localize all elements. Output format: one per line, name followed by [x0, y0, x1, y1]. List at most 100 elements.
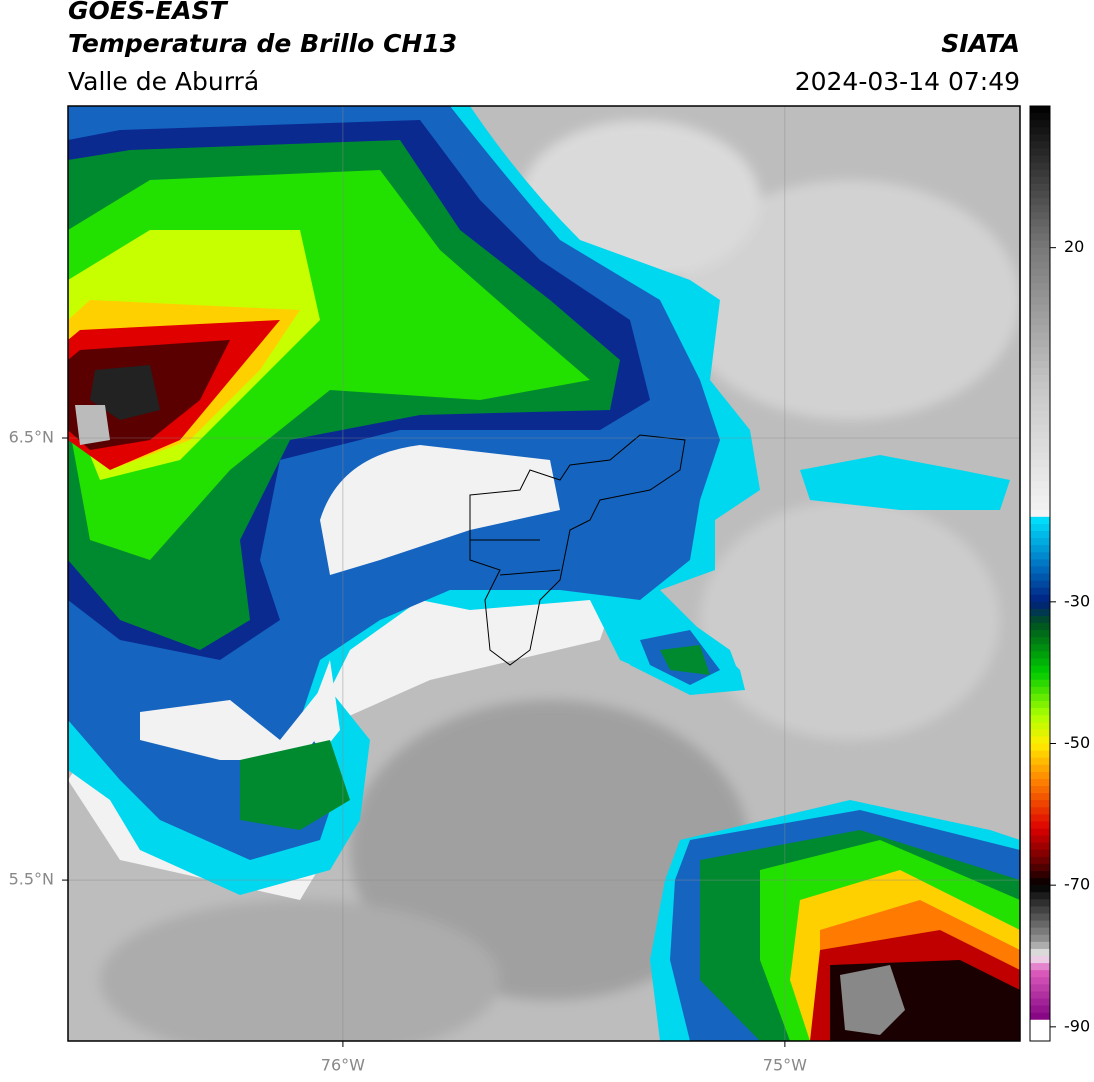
colorbar-step	[1030, 885, 1050, 893]
colorbar-step	[1030, 339, 1050, 348]
colorbar-step	[1030, 793, 1050, 801]
colorbar-step	[1030, 623, 1050, 631]
colorbar-step	[1030, 658, 1050, 667]
colorbar-step	[1030, 1026, 1050, 1035]
colorbar-step	[1030, 963, 1050, 971]
colorbar-step	[1030, 495, 1050, 504]
colorbar-step	[1030, 297, 1050, 305]
colorbar-step	[1030, 389, 1050, 397]
region: Valle de Aburrá	[68, 67, 259, 96]
colorbar-step	[1030, 871, 1050, 879]
colorbar-step	[1030, 431, 1050, 440]
colorbar-step	[1030, 764, 1050, 773]
colorbar-step	[1030, 998, 1050, 1007]
colorbar-step	[1030, 176, 1050, 185]
colorbar-step	[1030, 934, 1050, 943]
colorbar-step	[1030, 191, 1050, 199]
colorbar-step	[1030, 226, 1050, 234]
map-frame	[67, 105, 1021, 1042]
colorbar-step	[1030, 920, 1050, 929]
colorbar-step	[1030, 856, 1050, 865]
datetime: 2024-03-14 07:49	[795, 67, 1020, 96]
colorbar-step	[1030, 778, 1050, 787]
colorbar-step	[1030, 863, 1050, 872]
colorbar-step	[1030, 1033, 1050, 1042]
colorbar-step	[1030, 729, 1050, 737]
colorbar-step	[1030, 715, 1050, 723]
colorbar-step	[1030, 162, 1050, 171]
colorbar-step	[1030, 757, 1050, 766]
colorbar-step	[1030, 254, 1050, 263]
colorbar-step	[1030, 970, 1050, 978]
colorbar-step	[1030, 134, 1050, 142]
colorbar-step	[1030, 382, 1050, 390]
colorbar-step	[1030, 786, 1050, 794]
x-tick-label: 75°W	[763, 1056, 807, 1075]
colorbar-tick-label: -30	[1064, 591, 1090, 610]
y-tick-label: 6.5°N	[9, 428, 54, 447]
colorbar-step	[1030, 608, 1050, 617]
colorbar-step	[1030, 878, 1050, 886]
colorbar-step	[1030, 474, 1050, 482]
colorbar-step	[1030, 219, 1050, 227]
colorbar-step	[1030, 594, 1050, 603]
colorbar-step	[1030, 332, 1050, 341]
colorbar-step	[1030, 679, 1050, 688]
colorbar-step	[1030, 353, 1050, 362]
title: GOES-EAST	[68, 0, 229, 25]
colorbar-step	[1030, 913, 1050, 922]
colorbar-step	[1030, 325, 1050, 334]
colorbar-step	[1030, 637, 1050, 645]
colorbar-step	[1030, 1019, 1050, 1028]
colorbar-step	[1030, 672, 1050, 681]
colorbar-step	[1030, 481, 1050, 489]
colorbar-step	[1030, 141, 1050, 149]
colorbar-step	[1030, 573, 1050, 582]
colorbar-step	[1030, 106, 1050, 114]
colorbar-step	[1030, 736, 1050, 744]
colorbar-step	[1030, 708, 1050, 716]
colorbar-step	[1030, 899, 1050, 907]
colorbar-step	[1030, 984, 1050, 992]
colorbar-step	[1030, 453, 1050, 461]
colorbar-step	[1030, 538, 1050, 546]
colorbar-step	[1030, 701, 1050, 709]
colorbar-step	[1030, 417, 1050, 426]
colorbar-step	[1030, 240, 1050, 249]
colorbar-step	[1030, 531, 1050, 539]
colorbar-step	[1030, 651, 1050, 659]
colorbar-step	[1030, 212, 1050, 220]
colorbar-step	[1030, 665, 1050, 674]
colorbar-step	[1030, 644, 1050, 652]
colorbar-step	[1030, 361, 1050, 369]
colorbar-step	[1030, 403, 1050, 412]
colorbar-step	[1030, 283, 1050, 291]
colorbar-step	[1030, 927, 1050, 936]
colorbar-step	[1030, 977, 1050, 985]
colorbar-step	[1030, 438, 1050, 447]
colorbar-step	[1030, 127, 1050, 135]
colorbar-step	[1030, 509, 1050, 518]
colorbar-step	[1030, 198, 1050, 206]
colorbar-tick-label: -90	[1064, 1016, 1090, 1035]
colorbar-step	[1030, 842, 1050, 851]
colorbar-step	[1030, 311, 1050, 319]
colorbar-step	[1030, 446, 1050, 454]
colorbar-step	[1030, 396, 1050, 404]
colorbar-step	[1030, 849, 1050, 858]
colorbar-step	[1030, 743, 1050, 752]
colorbar-step	[1030, 566, 1050, 574]
colorbar-step	[1030, 807, 1050, 815]
colorbar-step	[1030, 155, 1050, 164]
colorbar-step	[1030, 148, 1050, 157]
colorbar-frame	[1029, 105, 1051, 1042]
colorbar-step	[1030, 368, 1050, 376]
colorbar-tick-label: -70	[1064, 875, 1090, 894]
colorbar-step	[1030, 261, 1050, 270]
colorbar-step	[1030, 488, 1050, 497]
colorbar-step	[1030, 828, 1050, 837]
colorbar-step	[1030, 424, 1050, 433]
colorbar-step	[1030, 304, 1050, 312]
colorbar-step	[1030, 580, 1050, 589]
